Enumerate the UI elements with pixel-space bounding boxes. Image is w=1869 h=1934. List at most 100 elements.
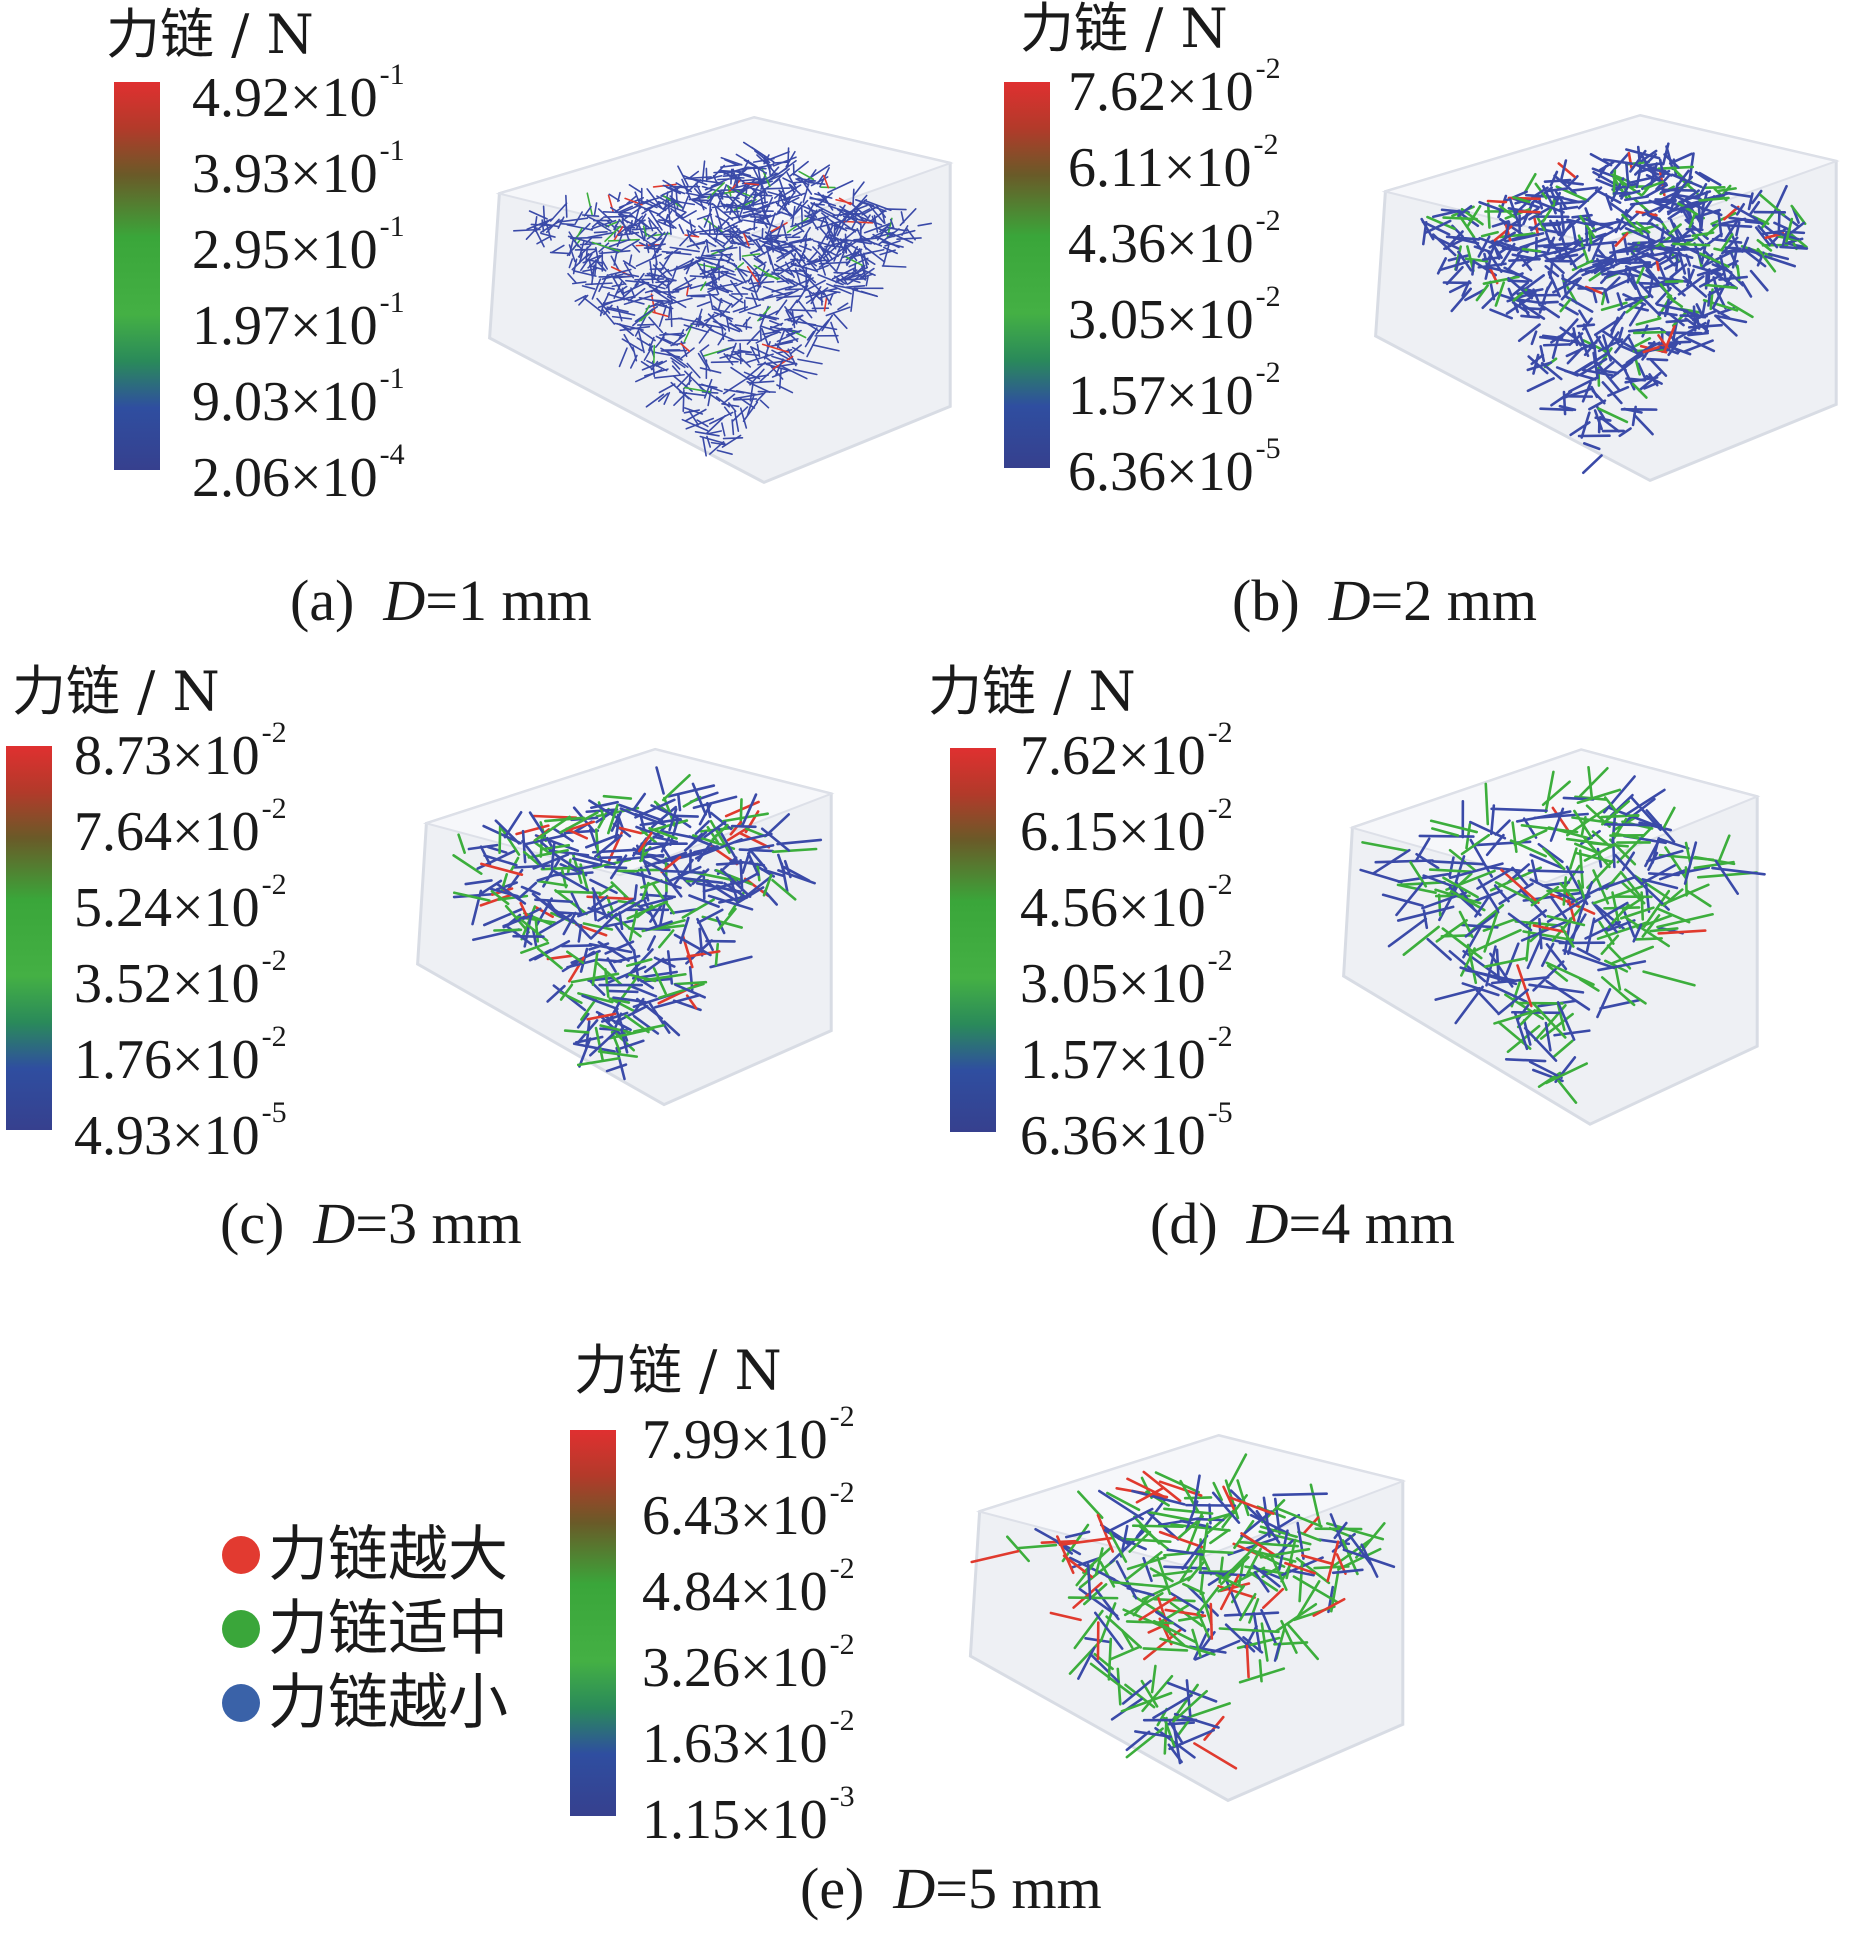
force-chain-segment [1497,988,1530,1016]
force-chain-segment [672,277,697,291]
force-chain-segment [616,239,640,254]
force-chain-segment [771,355,798,365]
force-chain-segment [739,859,744,892]
force-chain-segment [1077,1646,1096,1680]
force-chain-segment [1462,925,1483,959]
force-chain-segment [1096,1513,1115,1553]
force-chain-segment [645,242,650,254]
force-chain-segment [1599,998,1641,1010]
force-chain-segment [1582,323,1596,349]
force-chain-segment [1576,947,1601,961]
force-chain-segment [1667,340,1680,357]
force-chain-segment [1622,797,1656,825]
force-chain-segment [700,192,727,196]
force-chain-segment [1268,1551,1288,1592]
force-chain-segment [1720,233,1734,252]
force-chain-segment [1600,813,1640,819]
force-chain-segment [827,180,854,194]
force-chain-segment [710,360,739,364]
colorbar-title: 力链 / N [106,3,314,66]
force-chain-segment [1203,1715,1225,1741]
colorbar-tick-label: 1.76×10-2 [74,1020,287,1091]
force-chain-segment [706,414,726,434]
force-chain-segment [1154,1726,1196,1759]
force-chain-segment [1286,1623,1320,1661]
force-chain-segment [1219,1574,1240,1611]
force-chain-segment [1718,275,1748,281]
force-chain-segment [1448,950,1487,983]
force-chain-segment [595,961,623,987]
force-chain-segment [750,292,758,307]
force-chain-segment [843,255,866,268]
force-chain-segment [594,259,607,272]
force-chain-segment [602,794,633,800]
force-chain-segment [1571,225,1578,246]
force-chain-segment [685,192,708,198]
force-chain-segment [1538,286,1550,314]
force-chain-segment [851,288,878,297]
force-chain-segment [1566,805,1610,837]
force-chain-segment [703,208,713,228]
force-chain-segment [670,357,686,369]
force-chain-segment [1217,1566,1266,1593]
force-chain-segment [650,278,668,293]
force-chain-segment [1480,230,1499,238]
force-chain-segment [1603,796,1619,814]
force-chain-segment [1584,920,1622,940]
force-chain-segment [717,225,738,236]
force-legend: 力链越大 力链适中 力链越小 [222,1518,508,1740]
force-chain-scene [488,116,954,485]
force-chain-segment [589,878,618,895]
force-chain-segment [658,929,675,949]
force-chain-segment [1637,371,1662,392]
force-chain-segment [648,209,663,231]
force-chain-segment [1541,780,1571,807]
force-chain-segment [1472,928,1522,953]
force-chain-segment [774,338,799,346]
force-chain-segment [1557,162,1576,179]
force-chain-segment [1273,1642,1281,1662]
colorbar-tick-label: 9.03×10-1 [192,362,405,433]
force-chain-segment [589,912,618,940]
force-chain-segment [1668,223,1682,235]
force-chain-segment [503,810,523,839]
force-chain-segment [810,203,825,206]
force-chain-segment [1513,829,1548,846]
force-chain-segment [819,217,826,228]
force-chain-segment [1555,366,1579,377]
force-chain-segment [602,210,631,214]
force-chain-segment [816,174,824,185]
force-chain-segment [655,279,677,284]
force-chain-segment [1603,906,1641,910]
force-chain-segment [1633,874,1671,901]
force-chain-segment [739,342,742,365]
force-chain-segment [1142,1647,1189,1652]
force-chain-segment [1522,1019,1532,1046]
legend-item: 力链适中 [222,1592,508,1666]
force-chain-segment [819,227,830,239]
force-chain-segment [748,213,769,217]
force-chain-segment [775,247,798,263]
force-chain-segment [720,156,743,166]
force-chain-segment [1545,961,1595,986]
force-chain-segment [1077,1490,1104,1519]
force-chain-segment [623,294,654,306]
force-chain-segment [750,146,775,163]
force-chain-segment [1415,837,1431,862]
force-chain-segment [1582,442,1601,451]
force-chain-segment [718,189,724,200]
force-chain-segment [874,231,895,239]
force-chain-segment [1341,1539,1359,1576]
force-chain-segment [735,153,759,168]
force-chain-segment [745,181,762,202]
force-chain-segment [1645,229,1654,254]
force-chain-segment [1603,288,1610,304]
force-chain-segment [697,315,702,327]
force-chain-segment [566,243,578,257]
force-chain-segment [855,199,875,207]
force-chain-segment [1581,454,1603,475]
force-chain-segment [1530,330,1538,346]
force-chain-segment [530,223,554,227]
force-chain-segment [1717,834,1731,864]
force-chain-segment [1660,190,1679,201]
